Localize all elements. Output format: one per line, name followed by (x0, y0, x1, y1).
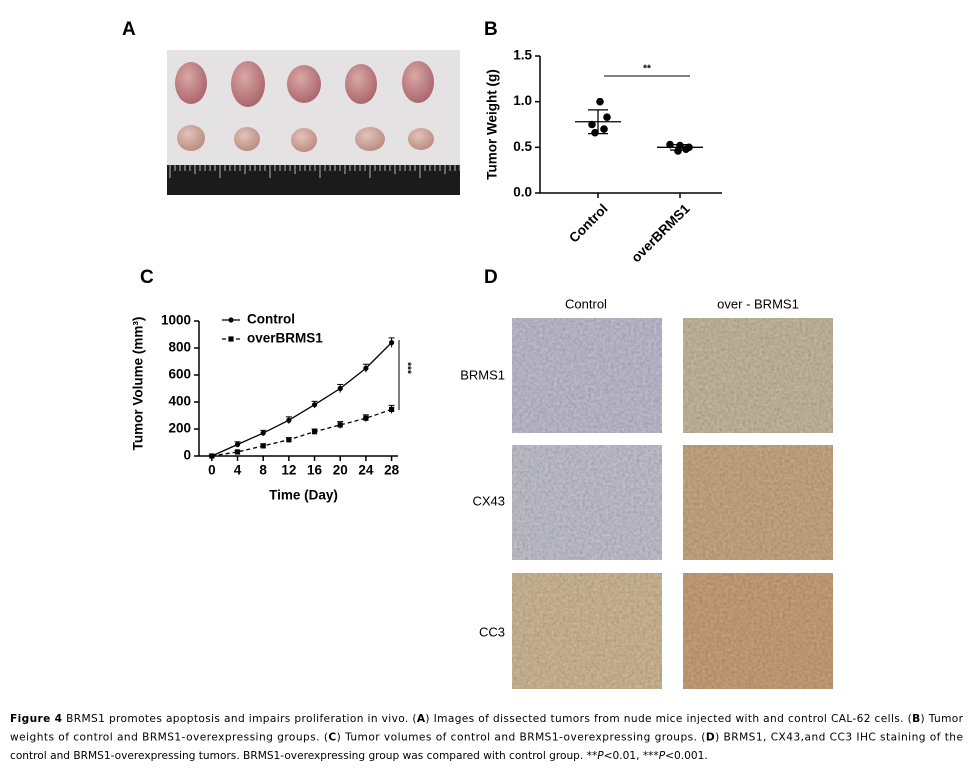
panel-label: B (484, 19, 498, 40)
data-point (666, 140, 674, 149)
data-point (388, 340, 395, 346)
x-tick-label: 20 (333, 463, 348, 478)
row-label: BRMS1 (460, 367, 505, 382)
x-tick-label: Control (566, 201, 611, 246)
x-tick-label: 28 (384, 463, 400, 478)
data-point (596, 97, 604, 106)
x-tick-label: overBRMS1 (628, 201, 693, 266)
data-point (234, 449, 241, 455)
caption-text: <0.01, *** (604, 750, 659, 762)
caption-text: ) Tumor volumes of control and BRMS1-ove… (337, 732, 706, 744)
data-point (311, 429, 318, 435)
y-tick-label: 0.0 (513, 185, 532, 200)
y-tick-label: 0.5 (513, 139, 532, 154)
caption-text: ) BRMS1, CX43,and CC3 IHC staining of th… (715, 732, 963, 744)
legend-marker (228, 317, 234, 323)
legend-label: overBRMS1 (247, 331, 323, 346)
x-tick-label: 16 (307, 463, 323, 478)
caption-text: D (706, 732, 715, 744)
caption-line: control and BRMS1-overexpressing tumors.… (10, 750, 708, 762)
y-tick-label: 1.0 (513, 93, 532, 108)
data-point (591, 128, 599, 137)
caption-text: P (659, 750, 666, 762)
y-tick-label: 0 (183, 448, 191, 463)
y-axis-label: Tumor Volume (mm³) (131, 317, 146, 451)
data-point (682, 145, 690, 153)
caption-text: control and BRMS1-overexpressing tumors.… (10, 750, 597, 762)
y-tick-label: 200 (168, 421, 191, 436)
series-line (211, 408, 392, 457)
caption-text: ) Tumor (921, 713, 964, 725)
data-point (311, 402, 318, 408)
column-label: over - BRMS1 (717, 296, 799, 311)
caption-line: weights of control and BRMS1-overexpress… (10, 732, 963, 744)
tumor-photo (167, 50, 461, 195)
panel-label: D (484, 267, 498, 288)
caption-text: P (597, 750, 604, 762)
data-point (260, 430, 266, 436)
x-axis-label: Time (Day) (269, 488, 338, 503)
panel-label: C (140, 267, 154, 288)
legend-marker (228, 336, 234, 342)
data-point (588, 120, 596, 129)
data-point (363, 365, 369, 371)
data-point (603, 113, 611, 121)
data-point (234, 441, 241, 448)
data-point (363, 415, 369, 421)
x-tick-label: 12 (281, 463, 296, 478)
x-tick-label: 0 (208, 463, 216, 478)
caption-text: weights of control and BRMS1-overexpress… (10, 732, 328, 744)
data-point (337, 385, 343, 392)
caption-line: Figure 4 BRMS1 promotes apoptosis and im… (10, 713, 964, 725)
data-point (209, 453, 215, 459)
y-tick-label: 600 (168, 367, 191, 382)
data-point (286, 417, 292, 423)
x-tick-label: 8 (259, 463, 267, 478)
legend-label: Control (247, 312, 295, 327)
x-tick-label: 24 (358, 463, 374, 478)
x-tick-label: 4 (234, 463, 242, 478)
y-axis-label: Tumor Weight (g) (485, 69, 500, 179)
data-point (674, 147, 682, 155)
caption-text: <0.001. (665, 750, 708, 762)
caption-text: ) Images of dissected tumors from nude m… (425, 713, 911, 725)
data-point (600, 125, 608, 133)
caption: Figure 4 BRMS1 promotes apoptosis and im… (10, 713, 964, 762)
y-tick-label: 800 (168, 340, 191, 355)
data-point (260, 443, 266, 449)
series-line (211, 342, 393, 457)
panel-label: A (122, 19, 136, 40)
y-tick-label: 1.5 (513, 48, 532, 63)
data-point (286, 437, 292, 443)
significance-label: *** (401, 362, 412, 374)
row-label: CX43 (472, 493, 505, 508)
caption-text: BRMS1 promotes apoptosis and impairs pro… (62, 713, 416, 725)
caption-text: B (912, 713, 920, 725)
y-tick-label: 400 (168, 394, 191, 409)
significance-label: ** (643, 64, 651, 75)
column-label: Control (565, 296, 607, 311)
caption-text: Figure 4 (10, 713, 62, 725)
data-point (388, 406, 395, 413)
ihc-grid (512, 318, 833, 689)
y-tick-label: 1000 (161, 313, 191, 328)
row-label: CC3 (479, 624, 505, 639)
caption-text: A (417, 713, 426, 725)
caption-text: C (328, 732, 336, 744)
data-point (337, 422, 343, 428)
